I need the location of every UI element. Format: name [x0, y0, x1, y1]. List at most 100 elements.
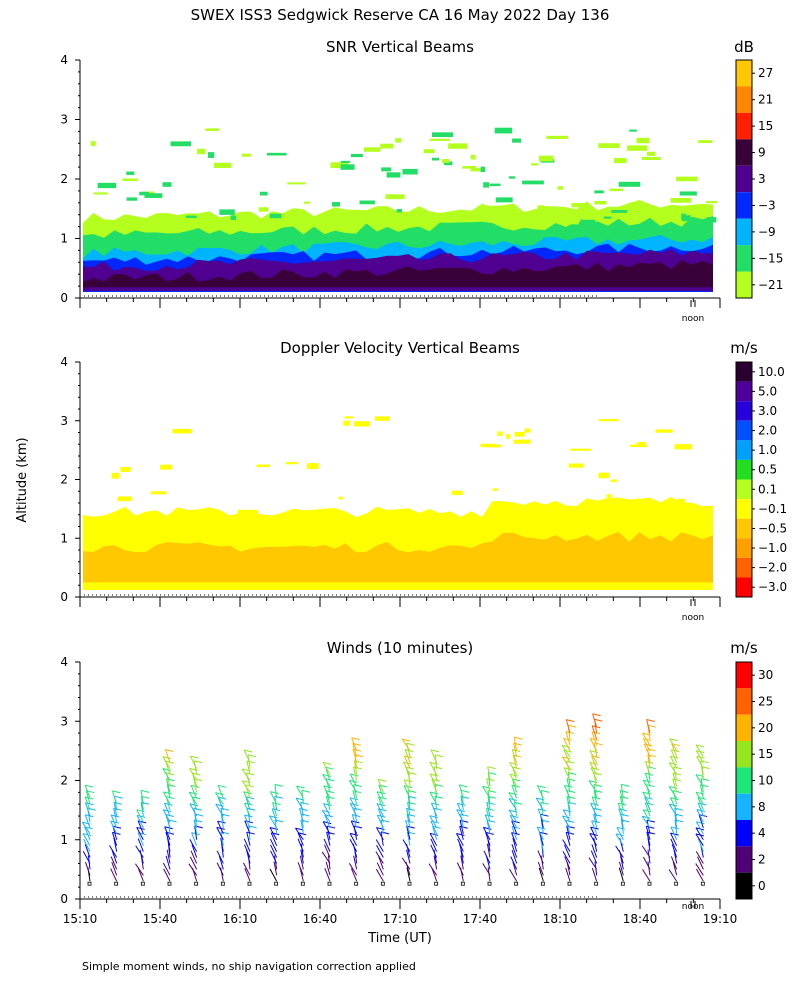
wind-barb — [297, 862, 304, 876]
colorbar-swatch — [736, 577, 752, 597]
wind-barb-flag — [620, 813, 629, 817]
colorbar-label: 8 — [758, 800, 766, 814]
wind-barb-flag — [435, 754, 444, 758]
wind-barb — [459, 826, 464, 840]
wind-barb — [244, 820, 251, 835]
heatmap-cell — [307, 463, 319, 469]
wind-barb-flag — [190, 755, 199, 759]
wind-barb — [243, 862, 251, 876]
x-tick-label: 18:10 — [543, 912, 578, 926]
wind-barb-flag — [326, 831, 335, 835]
winds-colorbar-unit: m/s — [730, 639, 758, 657]
heatmap-cell — [481, 205, 504, 211]
wind-barb-flag — [246, 760, 256, 764]
wind-barb — [513, 743, 518, 757]
wind-barb — [166, 849, 171, 864]
wind-barb — [565, 731, 571, 746]
colorbar-swatch — [736, 538, 752, 558]
colorbar-swatch — [736, 479, 752, 500]
colorbar-label: −0.5 — [758, 521, 787, 535]
wind-barb-flag — [672, 772, 682, 776]
colorbar-label: 21 — [758, 93, 773, 107]
wind-barb-flag — [405, 749, 414, 753]
wind-barb — [620, 784, 624, 799]
wind-barb — [378, 856, 384, 870]
wind-barb-flag — [270, 791, 279, 795]
wind-barb-flag — [112, 790, 121, 794]
wind-barb — [269, 838, 278, 852]
wind-barb-flag — [434, 807, 443, 811]
calm-marker — [354, 881, 359, 886]
colorbar-swatch — [736, 112, 752, 140]
wind-barb — [243, 791, 251, 805]
wind-barb — [376, 862, 384, 876]
heatmap-cell — [396, 209, 402, 213]
wind-barb — [244, 814, 251, 829]
wind-barb — [669, 797, 678, 811]
wind-barb — [113, 808, 118, 823]
wind-barb — [189, 803, 198, 817]
wind-barb — [84, 784, 91, 799]
wind-barb — [406, 743, 411, 757]
heatmap-cell — [269, 213, 282, 219]
heatmap-cell — [395, 138, 402, 143]
wind-barb — [697, 838, 704, 852]
wind-barb — [646, 820, 651, 834]
wind-barb — [348, 863, 358, 876]
calm-marker — [514, 881, 519, 886]
wind-barb-flag — [511, 784, 520, 788]
wind-barb — [644, 796, 651, 811]
heatmap-cell — [423, 149, 435, 154]
heatmap-cell — [670, 197, 692, 203]
heatmap-cell — [705, 201, 718, 204]
wind-barb — [509, 773, 518, 787]
wind-barb-flag — [189, 803, 199, 807]
heatmap-cell — [636, 441, 645, 446]
calm-marker — [274, 881, 279, 886]
wind-barb — [165, 855, 171, 870]
wind-barb-flag — [643, 779, 652, 783]
wind-barb — [402, 839, 411, 852]
wind-barb-flag — [616, 826, 626, 830]
wind-barb — [348, 780, 358, 793]
heatmap-cell — [381, 167, 392, 172]
wind-barb-flag — [566, 778, 576, 782]
colorbar-swatch — [736, 557, 752, 578]
x-tick-label: 15:10 — [63, 912, 98, 926]
wind-barb — [563, 749, 571, 763]
wind-barb-flag — [488, 772, 497, 776]
y-tick-label: 3 — [60, 113, 68, 127]
wind-barb — [512, 837, 518, 852]
colorbar-swatch — [736, 86, 752, 113]
wind-barb — [241, 780, 251, 793]
wind-barb — [353, 855, 358, 870]
wind-barb — [433, 855, 438, 870]
snr-plot-area — [83, 127, 718, 293]
heatmap-cell — [219, 209, 235, 215]
heatmap-cell — [358, 216, 377, 222]
heatmap-cell — [126, 171, 135, 175]
snr-axes: 0 1 2 3 4 — [60, 53, 721, 308]
wind-barb — [110, 856, 118, 870]
wind-barb — [697, 802, 704, 817]
wind-barb-flag — [537, 785, 546, 789]
wind-barb — [456, 809, 464, 823]
wind-barb — [82, 833, 91, 846]
wind-barb — [299, 855, 304, 870]
heatmap-cell — [287, 182, 306, 185]
colorbar-label: −0.1 — [758, 502, 787, 516]
heatmap-cell — [338, 496, 344, 500]
wind-barb — [485, 808, 491, 823]
heatmap-cell — [609, 188, 624, 192]
wind-barb — [536, 785, 544, 799]
heatmap-cell — [462, 166, 477, 169]
wind-barb — [193, 778, 198, 793]
colorbar-label: 10 — [758, 774, 773, 788]
wind-barb-flag — [486, 819, 496, 823]
colorbar-label: 10.0 — [758, 365, 785, 379]
wind-barb — [456, 862, 464, 876]
wind-barb-flag — [669, 803, 678, 807]
heatmap-cell — [647, 151, 656, 156]
altitude-axis-label: Altitude (km) — [15, 437, 30, 522]
wind-barb — [565, 867, 571, 882]
